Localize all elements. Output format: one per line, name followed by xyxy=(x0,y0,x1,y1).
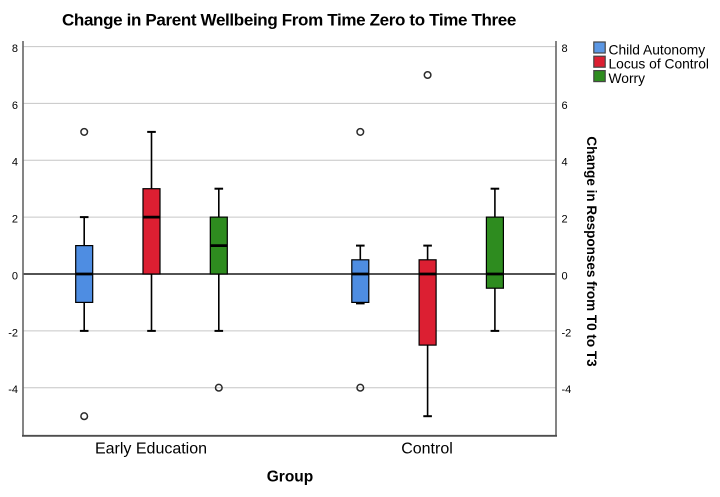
svg-text:8: 8 xyxy=(562,43,568,55)
svg-text:-2: -2 xyxy=(8,327,18,339)
svg-text:Change in Responses from T0 to: Change in Responses from T0 to T3 xyxy=(584,136,599,367)
svg-text:Change in Parent Wellbeing Fro: Change in Parent Wellbeing From Time Zer… xyxy=(62,11,516,30)
svg-text:2: 2 xyxy=(12,214,18,226)
svg-text:6: 6 xyxy=(12,100,18,112)
svg-text:2: 2 xyxy=(562,214,568,226)
svg-text:-4: -4 xyxy=(562,384,572,396)
svg-text:Early Education: Early Education xyxy=(95,441,207,458)
svg-text:0: 0 xyxy=(562,270,568,282)
svg-text:Locus of Control: Locus of Control xyxy=(609,56,709,71)
svg-text:Group: Group xyxy=(267,469,314,486)
svg-text:6: 6 xyxy=(562,100,568,112)
svg-text:Control: Control xyxy=(401,441,453,458)
svg-text:Child Autonomy: Child Autonomy xyxy=(609,42,706,57)
svg-text:-4: -4 xyxy=(8,384,18,396)
svg-text:0: 0 xyxy=(12,270,18,282)
svg-text:4: 4 xyxy=(562,157,568,169)
svg-text:8: 8 xyxy=(12,43,18,55)
svg-text:-2: -2 xyxy=(562,327,572,339)
svg-text:Worry: Worry xyxy=(609,71,646,86)
svg-text:4: 4 xyxy=(12,157,18,169)
